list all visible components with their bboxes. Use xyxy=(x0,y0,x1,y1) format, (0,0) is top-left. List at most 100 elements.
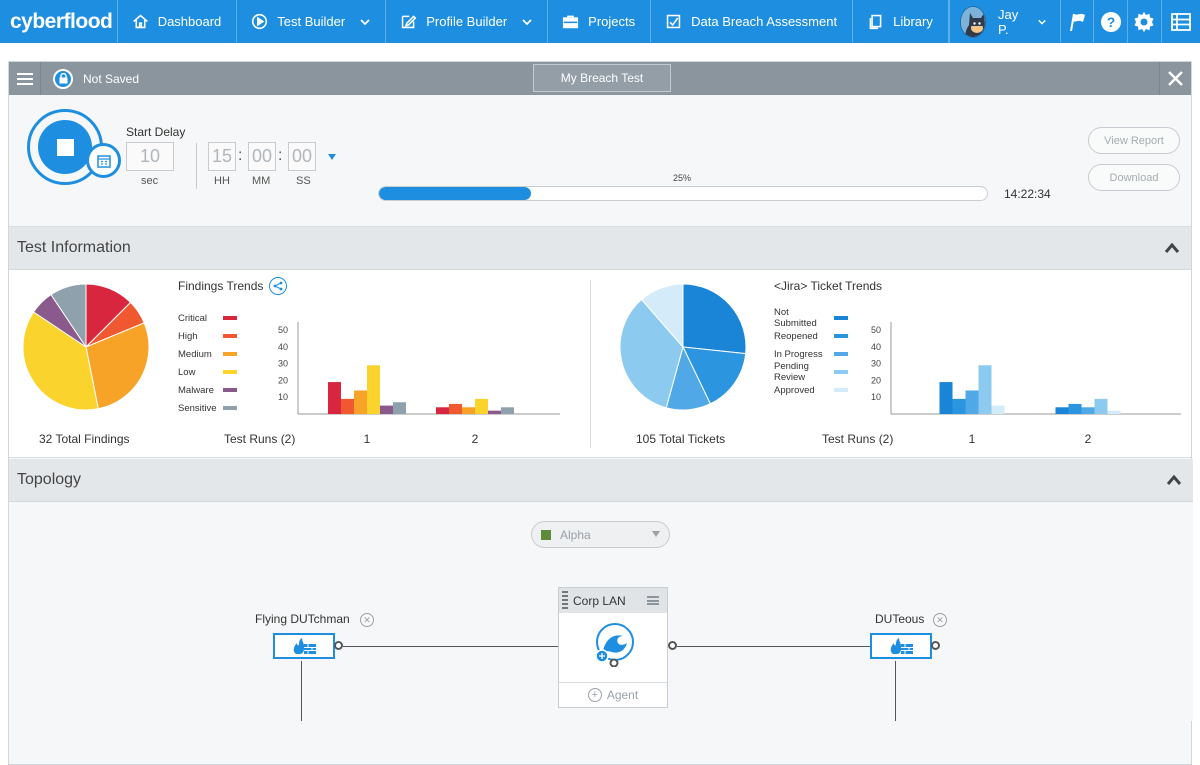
findings-bar-bar xyxy=(475,398,488,414)
corp-lan-port[interactable] xyxy=(668,641,677,650)
findings-bar-y-tick: 30 xyxy=(278,359,288,369)
flag-button[interactable] xyxy=(1061,0,1095,43)
play-circle-icon xyxy=(252,13,268,30)
tickets-bar-y-tick: 20 xyxy=(871,375,881,385)
tickets-bar-x-tick: 2 xyxy=(1085,432,1092,446)
tickets-pie-slice-4 xyxy=(640,283,684,349)
network-node-corp-lan[interactable]: Corp LAN + Agent xyxy=(558,587,668,708)
elapsed-time: 14:22:34 xyxy=(1004,187,1051,201)
tickets-legend-swatch xyxy=(834,352,848,356)
drag-handle[interactable] xyxy=(562,591,568,610)
chevron-up-icon[interactable] xyxy=(1165,243,1179,253)
nav-dashboard[interactable]: Dashboard xyxy=(118,0,238,43)
tickets-legend-swatch xyxy=(834,334,848,338)
findings-runs-label: Test Runs (2) xyxy=(224,432,296,446)
calendar-button[interactable] xyxy=(86,143,121,178)
hours-input[interactable]: 15 xyxy=(208,142,236,171)
time-dropdown-caret[interactable] xyxy=(328,154,336,160)
findings-bar-x-tick: 2 xyxy=(472,432,479,446)
findings-bar-y-tick: 20 xyxy=(278,375,288,385)
settings-button[interactable] xyxy=(1128,0,1162,43)
nav-profile-builder[interactable]: Profile Builder xyxy=(386,0,549,43)
dut-right-port[interactable] xyxy=(931,641,940,650)
stop-icon xyxy=(38,120,92,174)
close-button[interactable] xyxy=(1159,62,1191,95)
progress-bar xyxy=(378,186,988,201)
tickets-legend-item: Approved xyxy=(774,385,815,396)
nav-data-breach-assessment[interactable]: Data Breach Assessment xyxy=(651,0,854,43)
remove-dut-left-button[interactable]: ✕ xyxy=(360,613,374,627)
tickets-legend-swatch xyxy=(834,316,848,320)
progress-fill xyxy=(379,187,531,200)
ss-label: SS xyxy=(296,175,311,187)
flag-icon xyxy=(1070,13,1086,31)
dut-left-port[interactable] xyxy=(334,641,343,650)
network-wave-icon xyxy=(594,623,636,672)
section-title: Test Information xyxy=(17,239,131,256)
findings-bar-y-tick: 50 xyxy=(278,325,288,335)
findings-bar-bar xyxy=(449,403,462,414)
tickets-legend-swatch xyxy=(834,388,848,392)
dut-right-node[interactable] xyxy=(870,633,932,659)
findings-total: 32 Total Findings xyxy=(39,432,130,446)
mm-label: MM xyxy=(252,175,271,187)
delay-unit: sec xyxy=(141,175,159,187)
node-menu-icon[interactable] xyxy=(647,596,659,605)
grid-list-icon xyxy=(1170,12,1191,31)
test-control-row: Start Delay 10 sec 15 : 00 : 00 HH MM SS… xyxy=(9,95,1191,227)
seconds-input[interactable]: 00 xyxy=(288,142,316,171)
findings-bar-bar xyxy=(367,365,380,414)
minutes-input[interactable]: 00 xyxy=(248,142,276,171)
help-button[interactable]: ? xyxy=(1094,0,1129,43)
topology-section: Topology Alpha Flying DUTchman ✕ C xyxy=(9,459,1193,721)
findings-legend-item: Malware xyxy=(178,385,214,396)
brand-logo[interactable]: cyberflood xyxy=(0,0,118,43)
findings-bar-y-tick: 10 xyxy=(278,392,288,402)
user-menu[interactable]: Jay P. xyxy=(948,0,1061,43)
topology-select[interactable]: Alpha xyxy=(531,521,670,548)
findings-trends-title: Findings Trends xyxy=(178,279,264,293)
share-icon[interactable] xyxy=(269,277,287,295)
add-agent-button[interactable]: + Agent xyxy=(559,682,667,707)
tickets-pie-slice-0 xyxy=(682,283,747,355)
findings-bar-bar xyxy=(354,390,367,414)
findings-bar-x-tick: 1 xyxy=(364,432,371,446)
topology-canvas: Alpha Flying DUTchman ✕ Corp LAN xyxy=(9,502,1193,721)
nav-test-builder[interactable]: Test Builder xyxy=(237,0,387,43)
chevron-down-icon xyxy=(522,18,532,25)
nav-projects[interactable]: Projects xyxy=(548,0,652,43)
dut-label-left: Flying DUTchman xyxy=(255,612,350,626)
tickets-bar-bar xyxy=(978,365,992,414)
network-name: Corp LAN xyxy=(573,593,626,608)
delay-input[interactable]: 10 xyxy=(126,142,174,171)
gear-icon xyxy=(1134,11,1154,32)
section-title: Topology xyxy=(17,471,82,488)
findings-legend-item: Critical xyxy=(178,313,208,324)
download-button[interactable]: Download xyxy=(1088,164,1180,191)
chevron-up-icon[interactable] xyxy=(1167,475,1181,485)
findings-legend-swatch xyxy=(223,388,237,392)
tickets-bar-y-tick: 30 xyxy=(871,359,881,369)
remove-dut-right-button[interactable]: ✕ xyxy=(933,613,947,627)
nav-library[interactable]: Library xyxy=(853,0,949,43)
save-status: Not Saved xyxy=(83,71,140,86)
findings-bar-bar xyxy=(328,382,341,414)
grid-menu-button[interactable] xyxy=(1162,0,1200,43)
tickets-bar-bar xyxy=(1068,403,1082,414)
tickets-bar-bar xyxy=(991,405,1005,414)
findings-bar-bar xyxy=(341,398,354,414)
menu-button[interactable] xyxy=(9,62,41,95)
findings-legend-swatch xyxy=(223,316,237,320)
test-information-header[interactable]: Test Information xyxy=(9,227,1191,270)
test-panel: Not Saved My Breach Test Start Delay 10 … xyxy=(8,61,1193,765)
findings-bar-bar xyxy=(501,407,514,414)
topology-header[interactable]: Topology xyxy=(9,459,1193,502)
findings-legend-item: Medium xyxy=(178,349,212,360)
dut-left-node[interactable] xyxy=(273,633,335,659)
tickets-bar-y-tick: 40 xyxy=(871,342,881,352)
test-information-body: 10 20 30 40 50 1 2 10 20 30 40 50 1 2 32 Total Findin… xyxy=(9,270,1191,458)
view-report-button[interactable]: View Report xyxy=(1088,127,1180,154)
test-name-field[interactable]: My Breach Test xyxy=(533,64,671,92)
home-icon xyxy=(132,14,148,29)
tickets-legend-item: In Progress xyxy=(774,349,823,360)
